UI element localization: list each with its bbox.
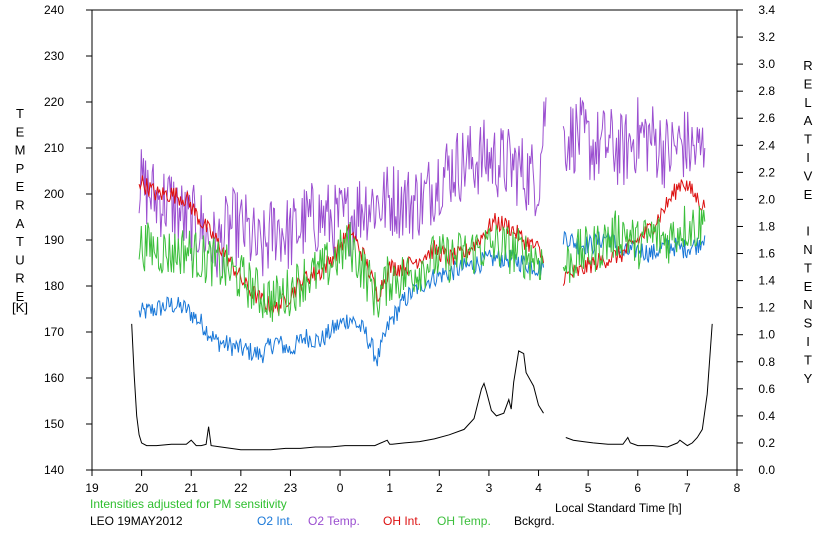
plot-area [131,97,713,451]
y-right-tick-label: 0.2 [758,436,775,450]
y-right-tick-label: 1.2 [758,301,775,315]
y-left-tick-label: 140 [44,463,64,477]
y-right-tick-label: 0.4 [758,409,775,423]
x-tick-label: 4 [535,481,542,495]
y-right-tick-label: 2.6 [758,111,775,125]
x-tick-label: 2 [436,481,443,495]
y-left-tick-label: 170 [44,325,64,339]
series-line-bckgrd [131,323,713,451]
x-tick-label: 22 [234,481,248,495]
y-right-tick-label: 0.8 [758,355,775,369]
x-tick-label: 5 [585,481,592,495]
y-right-tick-label: 3.4 [758,3,775,17]
legend-item: OH Temp. [437,514,491,528]
y-right-tick-label: 1.4 [758,274,775,288]
y-left-tick-label: 150 [44,417,64,431]
y-right-tick-label: 3.0 [758,57,775,71]
y-right-tick-label: 1.0 [758,328,775,342]
x-tick-label: 8 [734,481,741,495]
y-right-tick-label: 2.8 [758,84,775,98]
legend-item: Bckgrd. [514,514,555,528]
y-left-tick-label: 160 [44,371,64,385]
x-tick-label: 23 [284,481,298,495]
x-tick-label: 6 [634,481,641,495]
y-left-tick-label: 220 [44,95,64,109]
y-right-tick-label: 0.6 [758,382,775,396]
y-left-tick-label: 230 [44,49,64,63]
y-right-tick-label: 1.8 [758,219,775,233]
y-left-tick-label: 210 [44,141,64,155]
x-tick-label: 21 [185,481,199,495]
legend: O2 Int. O2 Temp. OH Int. OH Temp. Bckgrd. [257,514,555,528]
x-tick-label: 20 [135,481,149,495]
y-left-tick-label: 190 [44,233,64,247]
y-right-tick-label: 0.0 [758,463,775,477]
series-line-oh-temp [138,205,706,322]
note-text: Intensities adjusted for PM sensitivity [90,497,287,511]
y-right-tick-label: 3.2 [758,30,775,44]
legend-item: O2 Int. [257,514,293,528]
y-right-tick-label: 2.4 [758,138,775,152]
x-axis-label: Local Standard Time [h] [555,501,682,515]
x-tick-label: 7 [684,481,691,495]
station-text: LEO 19MAY2012 [90,514,183,528]
legend-item: OH Int. [383,514,421,528]
y-right-tick-label: 2.2 [758,165,775,179]
x-tick-label: 19 [85,481,99,495]
y-right-tick-label: 1.6 [758,247,775,261]
x-tick-label: 3 [486,481,493,495]
y-left-tick-label: 240 [44,3,64,17]
y-left-tick-label: 200 [44,187,64,201]
x-tick-label: 0 [337,481,344,495]
y-right-tick-label: 2.0 [758,192,775,206]
axes: 19 20 21 22 23 0 1 2 3 4 5 6 7 8140150160170180190200… [44,3,775,495]
y-left-tick-label: 180 [44,279,64,293]
y-left-unit: [K] [12,300,28,315]
legend-item: O2 Temp. [308,514,360,528]
x-tick-label: 1 [386,481,393,495]
